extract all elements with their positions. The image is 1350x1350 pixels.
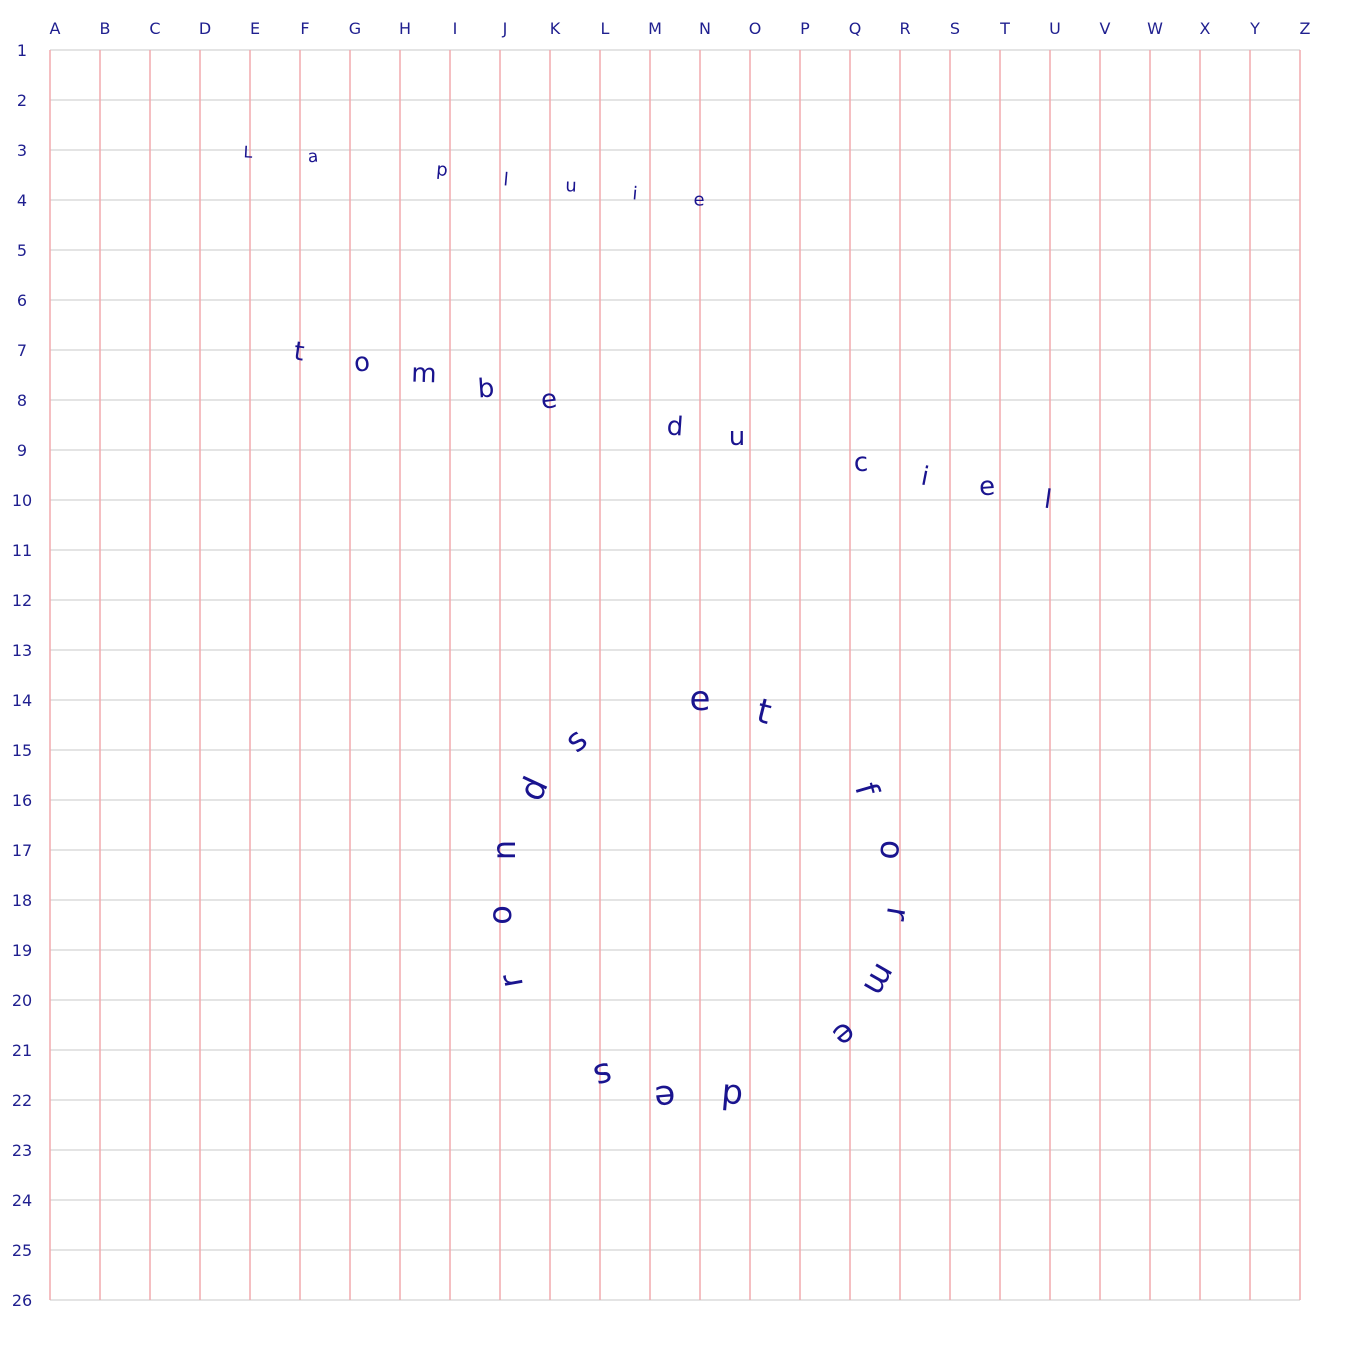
row-label: 24 [12,1191,32,1210]
grid-lines [49,49,1301,1301]
column-label: T [999,19,1010,38]
row-label: 6 [17,291,27,310]
row-label: 12 [12,591,32,610]
column-label: N [699,19,711,38]
row-label: 11 [12,541,32,560]
column-label: E [250,19,260,38]
column-label: Q [849,19,862,38]
column-label: O [749,19,762,38]
column-label: F [300,19,309,38]
column-label: M [648,19,662,38]
row-label: 22 [12,1091,32,1110]
row-label: 10 [12,491,32,510]
phrase-letter: u [729,422,745,452]
row-label: 19 [12,941,32,960]
phrase-letter: t [753,691,776,733]
row-label: 7 [17,341,27,360]
phrase-letter: m [856,957,904,1003]
column-label: U [1049,19,1061,38]
row-label: 16 [12,791,32,810]
phrase-letter: a [307,147,319,168]
row-label: 4 [17,191,27,210]
phrase-letter: t [292,336,306,367]
phrase-letter: r [491,970,531,990]
phrase-letter: o [872,839,912,862]
column-label: L [601,19,610,38]
phrase-letter: f [847,778,887,800]
row-label: 13 [12,641,32,660]
phrase-letter: n [485,840,523,860]
row-label: 15 [12,741,32,760]
row-label: 25 [12,1241,32,1260]
phrase-letter: c [853,448,869,479]
row-label: 1 [17,41,27,60]
phrase-letter: i [919,462,932,493]
phrase-letter: b [477,373,496,404]
phrase-letter: r [878,904,918,924]
row-label: 8 [17,391,27,410]
phrase-letter: e [693,190,704,211]
phrase-letter: l [1042,485,1053,516]
column-label: B [100,19,111,38]
column-label: J [502,19,508,38]
row-label: 21 [12,1041,32,1060]
column-label: P [800,19,810,38]
phrase-letter: l [503,169,510,190]
column-label: K [550,19,561,38]
column-label: W [1147,19,1163,38]
phrase-2: t o m b e d u c i e l [292,336,1054,515]
phrase-letter: p [435,159,448,181]
row-label: 14 [12,691,32,710]
phrase-letter: e [978,471,996,502]
column-label: D [199,19,211,38]
column-label: R [899,19,910,38]
phrase-letter: L [243,142,253,161]
column-label: A [50,19,61,38]
row-label: 23 [12,1141,32,1160]
phrase-letter: s [557,720,594,760]
column-label: S [950,19,960,38]
phrase-letter: d [666,411,685,442]
column-label: H [399,19,411,38]
row-label: 2 [17,91,27,110]
column-labels: A B C D E F G H I J K L M N O P Q R S T U V W X Y Z [50,19,1311,38]
row-label: 9 [17,441,27,460]
row-label: 17 [12,841,32,860]
row-label: 20 [12,991,32,1010]
phrase-letter: o [481,905,519,925]
phrase-letter: e [690,679,711,719]
phrase-letter: d [720,1075,745,1117]
column-label: Y [1249,19,1260,38]
phrase-letter: e [653,1076,677,1118]
row-label: 26 [12,1291,32,1310]
column-label: Z [1300,19,1311,38]
phrase-letter: e [539,384,559,416]
column-label: C [149,19,160,38]
phrase-letter: u [565,175,577,196]
phrase-letter: m [411,359,437,390]
phrase-letter: o [353,347,371,378]
row-label: 5 [17,241,27,260]
column-label: V [1100,19,1111,38]
row-labels: 1234567891011121314151617181920212223242… [12,41,32,1310]
column-label: I [453,19,458,38]
row-label: 3 [17,141,27,160]
column-label: G [349,19,361,38]
phrase-letter: s [589,1053,616,1096]
phrase-letter: i [632,183,639,204]
row-label: 18 [12,891,32,910]
column-label: X [1200,19,1211,38]
